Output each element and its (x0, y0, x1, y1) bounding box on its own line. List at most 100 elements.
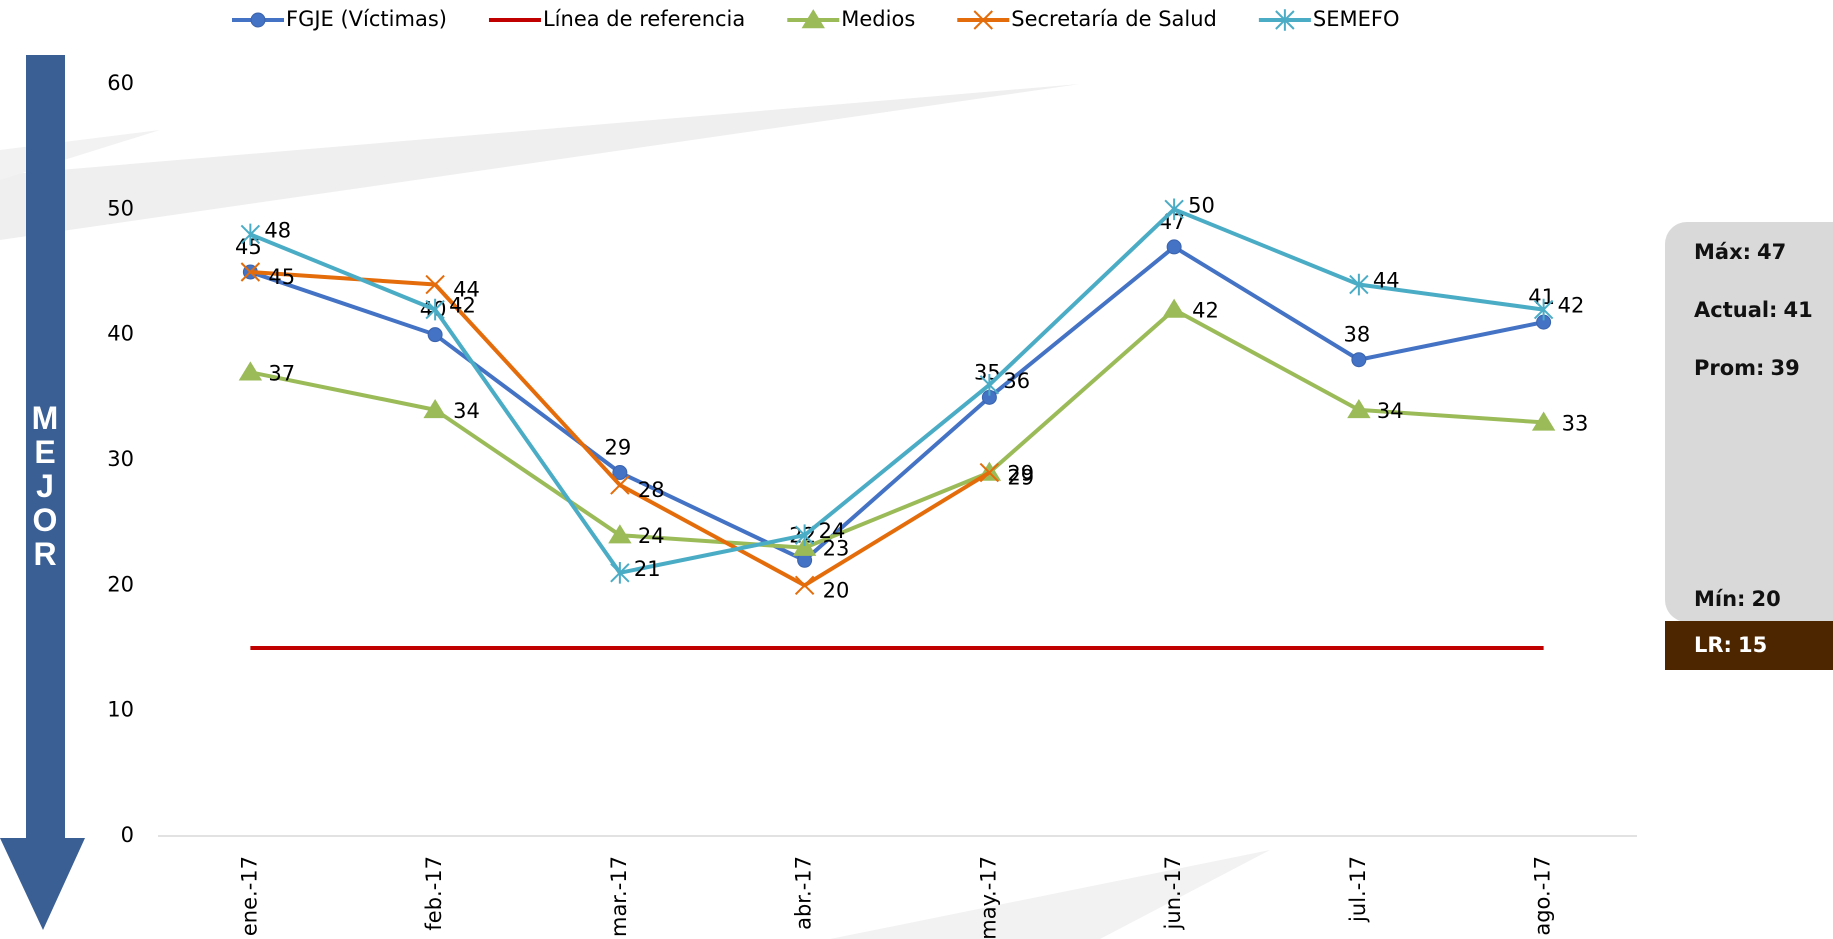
y-tick-label: 40 (107, 322, 134, 346)
series-line (249, 207, 1544, 575)
legend-label: FGJE (Víctimas) (286, 7, 447, 31)
data-label: 48 (264, 218, 291, 242)
legend-label: Secretaría de Salud (1011, 7, 1217, 31)
data-label: 44 (453, 278, 480, 302)
data-label: 24 (819, 519, 846, 543)
data-label: 42 (1192, 299, 1219, 323)
marker (1162, 298, 1186, 318)
marker (612, 465, 628, 481)
marker (610, 475, 630, 495)
y-tick-label: 0 (121, 823, 134, 847)
data-label: 37 (268, 361, 295, 385)
marker (1531, 411, 1556, 431)
x-tick-label: feb.-17 (422, 856, 446, 931)
data-label: 41 (1528, 285, 1555, 309)
marker (801, 9, 825, 29)
marker (1349, 273, 1369, 296)
data-label: 29 (1007, 462, 1034, 486)
stat-label: Actual: (1694, 298, 1778, 322)
background-streak (0, 84, 1080, 240)
x-tick-label: may.-17 (976, 856, 1000, 939)
marker (794, 575, 815, 596)
marker (250, 12, 266, 28)
stat: Prom: 39 (1694, 356, 1806, 380)
marker (425, 298, 445, 321)
legend-item: Medios (787, 7, 915, 31)
y-tick-label: 20 (107, 572, 134, 596)
marker (1347, 398, 1371, 419)
stat-label: Prom: (1694, 356, 1765, 380)
marker (979, 462, 1000, 483)
marker (425, 274, 445, 295)
stat-value: 39 (1770, 356, 1800, 380)
background-streak (830, 850, 1270, 939)
marker (608, 524, 632, 544)
marker (1275, 9, 1295, 31)
data-label: 21 (634, 557, 661, 581)
stat-label: LR: (1694, 633, 1732, 657)
marker (427, 327, 443, 343)
stat-value: 20 (1751, 587, 1781, 611)
y-tick-label: 60 (107, 71, 134, 95)
data-label: 28 (638, 478, 665, 502)
arrow-shaft (26, 55, 65, 840)
data-label: 34 (1377, 399, 1404, 423)
x-tick-label: jun.-17 (1161, 856, 1185, 930)
data-label: 23 (823, 537, 850, 561)
stat: Máx: 47 (1694, 240, 1792, 264)
stat-value: 15 (1737, 633, 1768, 657)
y-tick-label: 10 (107, 698, 134, 722)
stat-label: Máx: (1694, 240, 1752, 264)
marker (240, 262, 261, 282)
marker (792, 536, 817, 556)
marker (238, 361, 263, 381)
x-tick-label: mar.-17 (607, 856, 631, 937)
marker (240, 223, 261, 246)
data-label: 42 (1558, 294, 1585, 318)
data-label: 24 (638, 524, 665, 548)
data-label: 34 (453, 399, 480, 423)
arrow-head (0, 838, 85, 930)
y-tick-label: 50 (107, 196, 134, 220)
data-label: 44 (1373, 269, 1400, 293)
data-label: 35 (974, 360, 1001, 384)
x-tick-label: jul.-17 (1346, 856, 1370, 923)
data-label: 38 (1344, 323, 1371, 347)
data-label: 29 (1007, 466, 1034, 490)
legend-item: SEMEFO (1258, 7, 1400, 31)
marker (794, 524, 815, 546)
data-label: 45 (268, 265, 295, 289)
y-tick-label: 30 (107, 447, 134, 471)
x-tick-label: abr.-17 (792, 856, 816, 930)
marker (610, 562, 630, 584)
data-label: 33 (1562, 411, 1589, 435)
data-label: 29 (605, 436, 632, 460)
series-line (249, 244, 1545, 563)
x-tick-label: ago.-17 (1531, 856, 1555, 936)
data-label: 36 (1003, 369, 1030, 393)
stat: Mín: 20 (1694, 587, 1787, 611)
marker (1164, 198, 1184, 221)
marker (1351, 352, 1367, 368)
marker (979, 374, 1000, 396)
marker (423, 398, 447, 419)
data-label: 42 (449, 294, 476, 318)
series-line (249, 307, 1544, 550)
legend-item: Línea de referencia (488, 7, 745, 31)
stat-label: Mín: (1694, 587, 1746, 611)
legend-item: FGJE (Víctimas) (232, 7, 447, 31)
stat: Actual: 41 (1694, 298, 1819, 322)
reference-box (1665, 621, 1833, 670)
annotation: MEJOR (27, 400, 63, 570)
legend-label: Línea de referencia (543, 7, 745, 31)
legend-label: Medios (841, 7, 915, 31)
marker (973, 10, 993, 30)
legend-item: Secretaría de Salud (957, 7, 1217, 31)
stat-value: 47 (1757, 240, 1787, 264)
marker (1533, 298, 1554, 321)
stats-panel (1665, 222, 1833, 622)
legend-label: SEMEFO (1313, 7, 1400, 31)
stat-value: 41 (1783, 298, 1813, 322)
marker (1166, 239, 1182, 255)
